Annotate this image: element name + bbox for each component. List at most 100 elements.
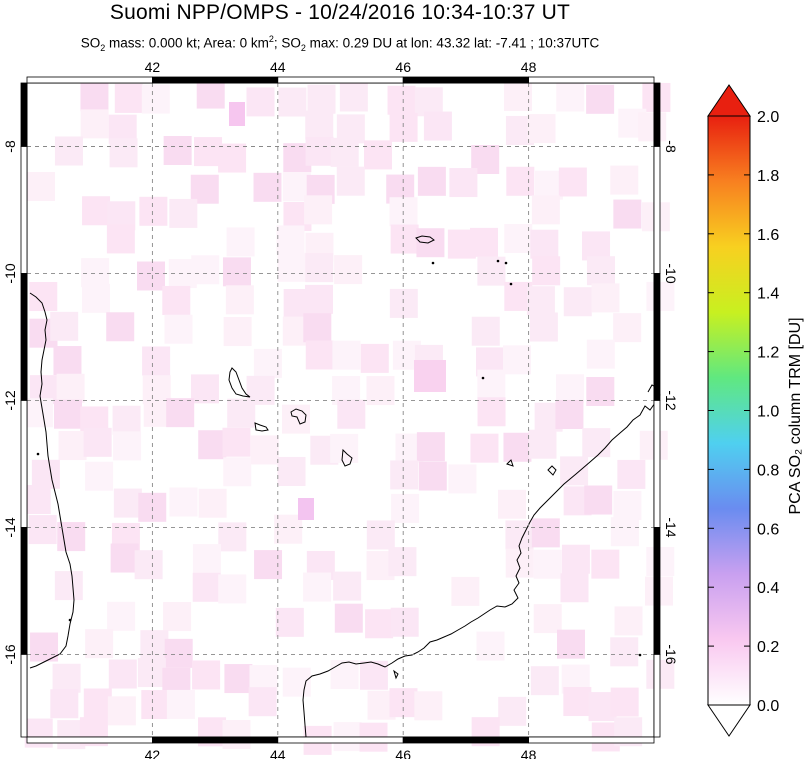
so2-pixel (164, 314, 193, 344)
so2-pixel (336, 166, 365, 196)
so2-pixel (56, 373, 85, 403)
so2-pixel (85, 461, 114, 491)
so2-pixel (224, 664, 253, 694)
so2-pixel (142, 346, 171, 376)
so2-pixel (80, 82, 109, 112)
mayotte-island (341, 448, 353, 467)
so2-pixel (334, 603, 363, 633)
so2-pixel (139, 196, 168, 226)
so2-pixel (470, 227, 499, 257)
so2-pixel (83, 427, 112, 457)
so2-pixel (112, 405, 141, 435)
so2-pixel (610, 165, 639, 195)
frame-bar-right (653, 654, 661, 738)
colorbar-bar (707, 115, 751, 706)
so2-pixel (610, 637, 639, 667)
so2-pixel (80, 109, 109, 139)
so2-pixel (298, 498, 314, 520)
so2-pixel (192, 660, 221, 690)
so2-pixel (389, 288, 418, 318)
so2-pixel (530, 229, 559, 259)
so2-pixel (246, 87, 275, 117)
so2-pixel (563, 287, 592, 317)
so2-pixel (529, 312, 558, 342)
colorbar-tick-label: 0.0 (757, 698, 779, 715)
so2-pixel (218, 574, 247, 604)
lat-tick-label-right: -12 (663, 390, 679, 410)
so2-pixel (448, 464, 477, 494)
lat-tick-label-right: -8 (663, 140, 679, 153)
so2-pixel (52, 663, 81, 693)
so2-pixel (223, 457, 252, 487)
lon-tick-label-top: 42 (145, 59, 161, 75)
so2-pixel (169, 198, 198, 228)
so2-pixel (166, 689, 195, 719)
so2-pixel (166, 398, 195, 428)
so2-mass-prefix: SO (80, 35, 101, 51)
map-frame (20, 76, 661, 744)
so2-pixel (305, 110, 334, 140)
so2-pixel (416, 228, 445, 258)
so2-pixel (557, 629, 586, 659)
so2-pixel (591, 283, 620, 313)
so2-pixel (113, 488, 142, 518)
so2-pixel (503, 345, 532, 375)
colorbar-tick-label: 0.6 (757, 521, 779, 538)
colorbar-tick-label: 2.0 (757, 109, 779, 126)
so2-pixel (278, 87, 307, 117)
map-title: Suomi NPP/OMPS - 10/24/2016 10:34-10:37 … (109, 1, 571, 24)
lon-tick-label-bottom: 48 (521, 747, 537, 759)
so2-pixel (477, 369, 506, 399)
islet-dot (36, 452, 40, 456)
so2-pixel (366, 520, 395, 550)
so2-pixel (330, 137, 359, 167)
so2-pixel (610, 517, 639, 547)
so2-pixel (81, 258, 110, 288)
so2-pixel (390, 224, 419, 254)
lon-tick-label-bottom: 42 (145, 747, 161, 759)
so2-pixel (227, 398, 256, 428)
islet-dots (36, 259, 642, 657)
so2-pixel (638, 112, 667, 142)
so2-pixel (108, 659, 137, 689)
so2-pixel (526, 286, 555, 316)
so2-pixel (192, 544, 221, 574)
so2-pixel (558, 167, 587, 197)
so2-pixel (248, 687, 277, 717)
so2-pixel (54, 571, 83, 601)
so2-pixel (451, 576, 480, 606)
so2-pixel (360, 343, 389, 373)
so2-max-subscript: 2 (300, 43, 306, 54)
so2-pixel (390, 607, 419, 637)
colorbar-min-arrow (707, 704, 751, 737)
so2-pixel (53, 399, 82, 429)
so2-pixel (82, 196, 111, 226)
so2-pixel (106, 312, 135, 342)
so2-max-text: max: 0.29 DU at lon: 43.32 lat: -7.41 ; … (305, 35, 600, 51)
lon-tick-label-bottom: 46 (395, 747, 411, 759)
so2-pixel (276, 225, 305, 255)
so2-pixel (334, 255, 363, 285)
so2-pixel (162, 285, 191, 315)
islet-dot (509, 282, 513, 286)
so2-mass-subscript: 2 (100, 43, 106, 54)
so2-pixel (530, 666, 559, 696)
so2-pixel (305, 253, 334, 283)
so2-pixel (222, 257, 251, 287)
so2-pixel (190, 174, 219, 204)
so2-pixel (498, 696, 527, 726)
colorbar-label: PCA SO₂ column TRM [DU] (787, 317, 804, 514)
lat-tick-label-right: -10 (663, 263, 679, 283)
so2-pixel (114, 83, 143, 113)
so2-pixel (527, 114, 556, 144)
so2-pixel (391, 493, 420, 523)
islet-dot (638, 653, 642, 657)
so2-pixel (388, 547, 417, 577)
so2-pixel (191, 255, 220, 285)
so2-pixel (253, 348, 282, 378)
so2-pixel (449, 168, 478, 198)
mozambique-coastline (29, 292, 75, 669)
so2-pixel (586, 256, 615, 286)
so2-pixel (414, 360, 446, 392)
tick-labels: 42 42 44 44 46 46 48 48 -8 -8 -10 -10 -12 -12 -14 -14 -1… (2, 59, 679, 759)
